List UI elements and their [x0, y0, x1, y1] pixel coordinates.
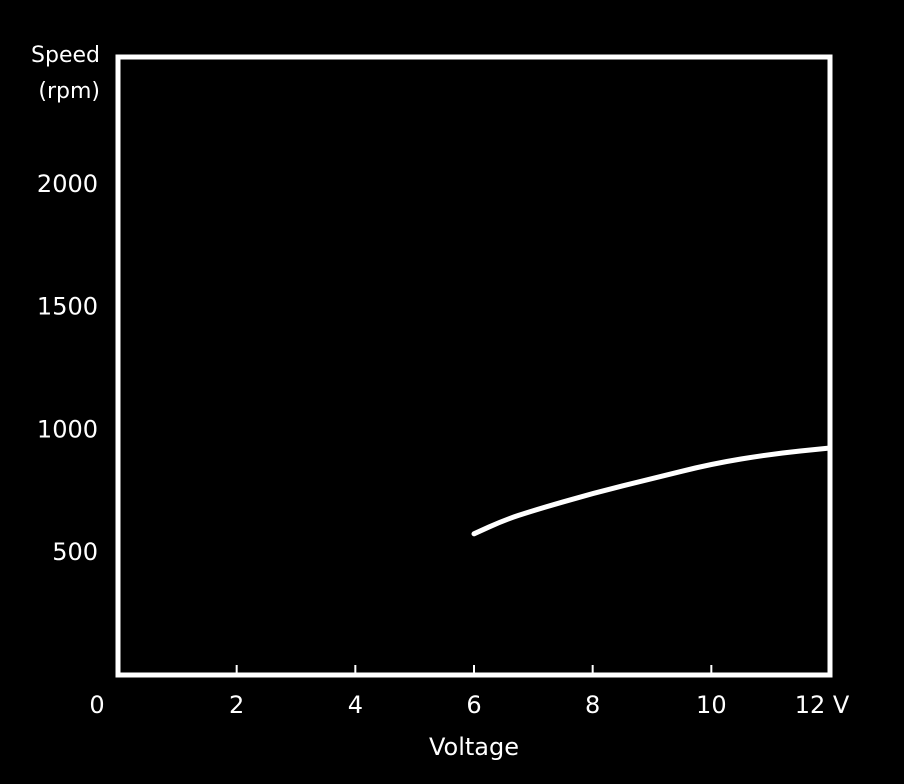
y-axis-label-line2: (rpm) [38, 79, 100, 104]
y-tick-label: 500 [52, 538, 98, 566]
x-tick-labels: 0 2 4 6 8 10 12 V [89, 691, 850, 719]
y-tick-label: 1000 [37, 415, 98, 443]
x-tick-label: 8 [585, 691, 600, 719]
x-tick-label: 10 [696, 691, 727, 719]
y-tick-label: 1500 [37, 293, 98, 321]
plot-frame [115, 54, 833, 678]
x-tick-marks [235, 665, 713, 675]
x-tick-label: 2 [229, 691, 244, 719]
x-axis-label: Voltage [429, 733, 519, 761]
series [471, 445, 833, 537]
x-tick-label: 6 [466, 691, 481, 719]
gridlines [150, 181, 830, 553]
y-axis-label-line1: Speed [31, 43, 100, 68]
y-tick-labels: 500 1000 1500 2000 [37, 170, 98, 566]
y-tick-label: 2000 [37, 170, 98, 198]
series-line-0 [471, 445, 833, 537]
x-tick-label: 12 V [795, 691, 850, 719]
x-tick-label: 4 [348, 691, 363, 719]
x-tick-label: 0 [89, 691, 104, 719]
